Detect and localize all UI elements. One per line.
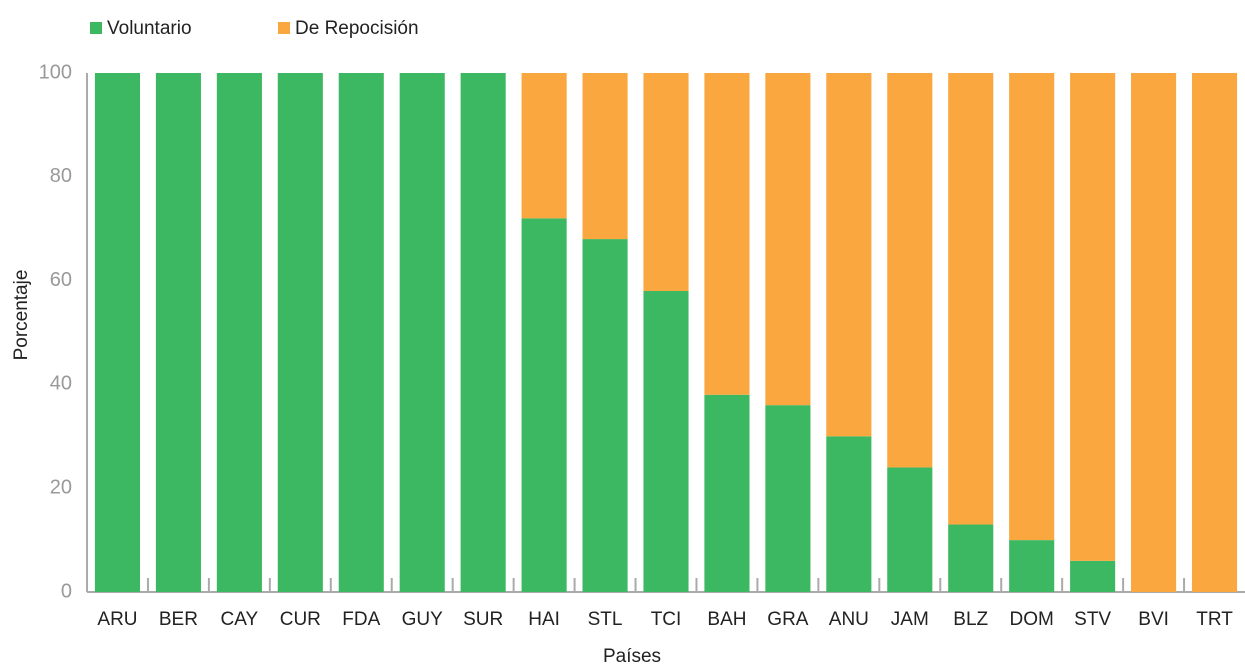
bar-segment (1009, 540, 1055, 592)
bar-segment (460, 73, 506, 592)
x-tick-label: ARU (97, 609, 137, 630)
x-tick-label: CAY (221, 609, 259, 630)
bar-segment (1070, 73, 1116, 561)
y-tick-label: 60 (50, 269, 72, 291)
legend-label: De Repocisión (295, 18, 419, 39)
y-tick-label: 80 (50, 165, 72, 187)
x-tick-label: STV (1074, 609, 1111, 630)
x-tick-label: FDA (342, 609, 380, 630)
x-tick-label: CUR (280, 609, 321, 630)
x-tick-label: JAM (891, 609, 929, 630)
bar-segment (277, 73, 323, 592)
x-tick-label: TRT (1196, 609, 1233, 630)
bar-segment (704, 394, 750, 592)
bar-segment (887, 467, 933, 592)
x-tick-label: SUR (463, 609, 503, 630)
legend-swatch (90, 22, 102, 34)
x-tick-label: HAI (528, 609, 560, 630)
bar-segment (1070, 560, 1116, 592)
bar-segment (948, 73, 994, 525)
y-tick-label: 100 (39, 61, 72, 83)
x-tick-label: STL (588, 609, 623, 630)
x-tick-label: BVI (1138, 609, 1169, 630)
bar-segment (826, 73, 872, 437)
bar-segment (338, 73, 384, 592)
y-tick-label: 0 (61, 580, 72, 602)
y-axis-label: Porcentaje (11, 270, 32, 361)
y-tick-label: 20 (50, 476, 72, 498)
x-tick-label: ANU (829, 609, 869, 630)
x-tick-label: BAH (707, 609, 746, 630)
legend-swatch (278, 22, 290, 34)
x-tick-label: BLZ (953, 609, 988, 630)
bar-segment (582, 239, 628, 592)
bar-segment (643, 290, 689, 592)
bar-segment (216, 73, 262, 592)
bar-segment (521, 73, 567, 219)
bar-segment (94, 73, 141, 592)
x-tick-label: BER (159, 609, 198, 630)
bar-segment (765, 405, 811, 592)
bar-segment (948, 524, 994, 592)
x-axis-label: Países (603, 646, 661, 667)
bar-segment (704, 73, 750, 395)
x-tick-label: DOM (1010, 609, 1054, 630)
bar-segment (399, 73, 445, 592)
bar-segment (1009, 73, 1055, 541)
x-tick-label: TCI (651, 609, 682, 630)
y-tick-label: 40 (50, 373, 72, 395)
x-tick-label: GUY (402, 609, 444, 630)
bar-segment (765, 73, 811, 406)
bar-segment (521, 218, 567, 592)
bar-segment (643, 73, 689, 291)
bar-segment (887, 73, 933, 468)
bar-segment (1131, 73, 1177, 592)
x-tick-label: GRA (767, 609, 809, 630)
bar-segment (155, 73, 201, 592)
bar-segment (1191, 73, 1238, 592)
bar-segment (582, 73, 628, 240)
bar-segment (826, 436, 872, 592)
legend-label: Voluntario (107, 18, 192, 39)
